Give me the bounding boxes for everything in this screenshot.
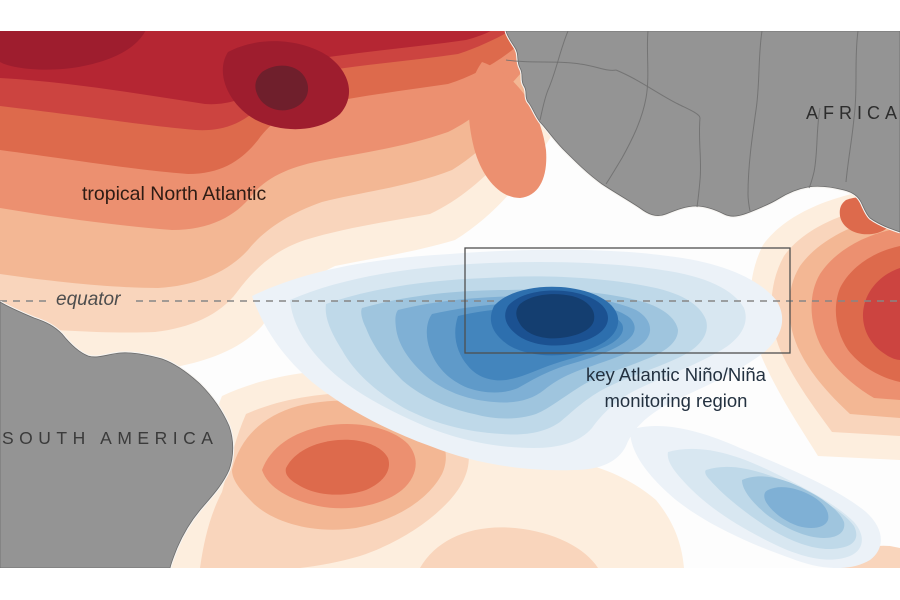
africa-landmass [505,31,900,233]
africa-country-border-6 [505,59,617,71]
label-equator: equator [56,289,121,310]
warm-contour-coast-guinea [468,62,547,198]
africa-country-border-2 [605,31,649,185]
monitoring-region-rect [464,247,791,354]
cool-contour-9 [516,294,595,339]
label-south-america: SOUTH AMERICA [2,428,218,448]
label-tropical-north-atlantic: tropical North Atlantic [82,183,267,205]
label-africa: AFRICA [806,103,900,123]
africa-country-border-8 [845,31,859,183]
label-monitoring-line1: key Atlantic Niño/Niña [586,364,767,385]
africa-country-border-1 [539,31,569,121]
label-monitoring-line2: monitoring region [605,390,748,411]
africa-country-border-3 [696,117,702,208]
warm-contour-s-4 [285,439,390,495]
warm-contour-e-5 [862,268,900,360]
south-america-landmass [0,301,234,568]
warm-contour-nw-8 [255,65,309,111]
warm-contour-nw-7a [0,31,146,70]
africa-country-border-7 [615,69,701,119]
africa-country-border-4 [747,31,763,212]
cool-contour-4b [764,487,829,528]
africa-country-border-5 [808,107,821,189]
warm-contour-s-1b [420,527,598,568]
